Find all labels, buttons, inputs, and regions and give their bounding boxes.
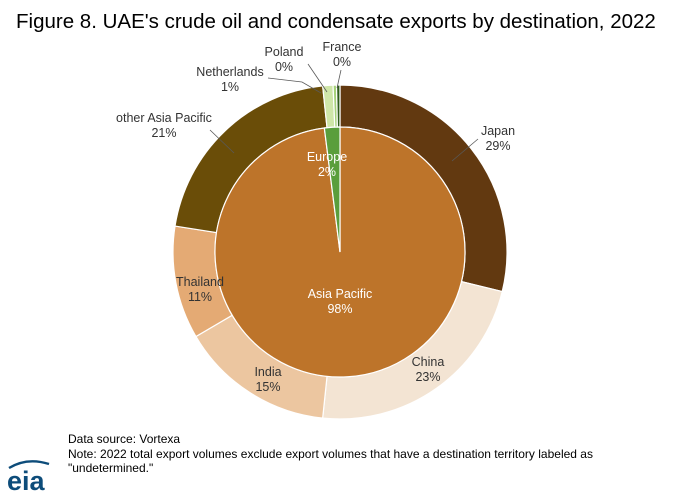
outer-slice-france (335, 84, 341, 128)
nested-donut-chart: Asia Pacific 98% Europe 2% Japan 29% China 23% I… (116, 40, 515, 420)
data-source-text: Data source: Vortexa (68, 432, 181, 446)
eia-logo-text: eia (7, 466, 46, 495)
inner-slice-europe (323, 126, 341, 253)
data-label-thailand: Thailand 11% (176, 275, 224, 304)
chart-footer: Data source: Vortexa Note: 2022 total ex… (68, 432, 593, 476)
eia-logo: eia (7, 460, 50, 495)
leader-line-france (336, 69, 342, 89)
data-label-asia-pacific: Asia Pacific 98% (308, 287, 373, 316)
leader-line-other-asia-pacific (209, 129, 235, 154)
leader-line-poland (307, 63, 328, 93)
data-label-europe: Europe 2% (307, 150, 347, 179)
data-label-netherlands: Netherlands 1% (196, 65, 263, 94)
note-text-line-1: Note: 2022 total export volumes exclude … (68, 446, 593, 461)
note-text-line-2: "undetermined." (68, 461, 154, 475)
data-label-india: India 15% (254, 365, 281, 394)
eia-logo-swoosh (8, 460, 50, 470)
data-label-poland: Poland 0% (265, 45, 304, 74)
data-label-france: France 0% (323, 40, 362, 69)
leader-line-japan (451, 138, 479, 162)
data-label-japan: Japan 29% (481, 124, 515, 153)
data-label-china: China 23% (412, 355, 445, 384)
leader-line-netherlands (267, 77, 322, 94)
data-label-other-asia-pacific: other Asia Pacific 21% (116, 111, 212, 140)
chart-title: Figure 8. UAE's crude oil and condensate… (16, 10, 656, 33)
